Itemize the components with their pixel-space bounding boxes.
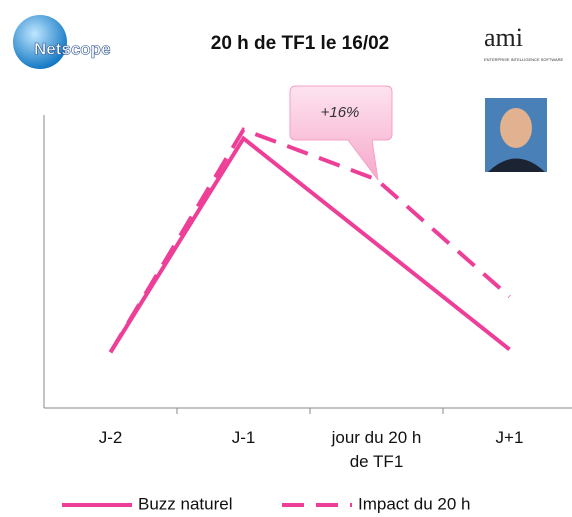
x-tick-label: jour du 20 h de TF1 xyxy=(331,428,422,471)
callout xyxy=(289,85,393,181)
legend-label: Buzz naturel xyxy=(138,494,233,513)
annotation: +16% xyxy=(321,104,360,121)
legend-label: Impact du 20 h xyxy=(358,494,470,513)
series-line xyxy=(108,127,511,354)
logo-left: Netscope xyxy=(34,39,111,58)
logo-globe xyxy=(13,15,67,69)
logo-tagline: ENTERPRISE INTELLIGENCE SOFTWARE xyxy=(484,57,564,62)
series-line xyxy=(108,135,511,354)
x-tick-label: J+1 xyxy=(495,428,524,447)
x-tick-label: J-1 xyxy=(231,428,256,447)
logo-right: ami xyxy=(484,23,523,52)
chart-title: 20 h de TF1 le 16/02 xyxy=(211,33,389,54)
photo xyxy=(485,98,547,172)
x-tick-label: J-2 xyxy=(98,428,123,447)
